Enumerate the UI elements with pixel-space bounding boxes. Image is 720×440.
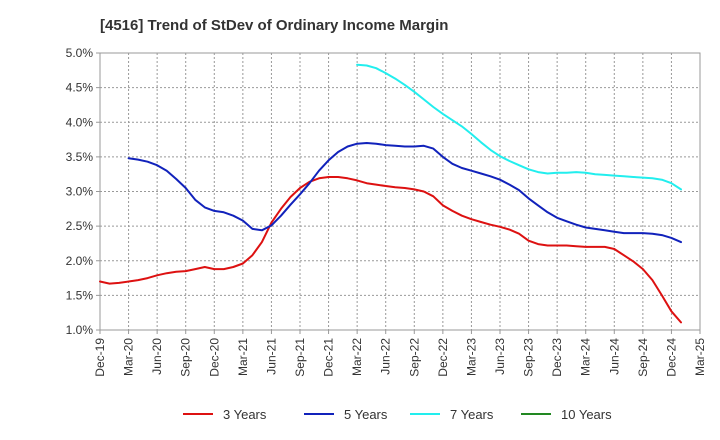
x-tick-label: Dec-20 [207,338,221,377]
grid [100,53,700,330]
x-tick-label: Dec-19 [93,338,107,377]
y-tick-label: 4.5% [66,81,94,95]
x-tick-label: Dec-21 [322,338,336,377]
x-tick-label: Sep-21 [293,338,307,377]
legend-label: 10 Years [561,407,612,422]
y-tick-label: 1.5% [66,288,94,302]
y-tick-label: 2.5% [66,219,94,233]
x-tick-label: Dec-23 [550,338,564,377]
y-tick-label: 3.5% [66,150,94,164]
x-tick-label: Sep-20 [179,338,193,377]
x-tick-label: Jun-22 [379,338,393,375]
series-line-3-years [99,176,682,324]
x-tick-label: Mar-25 [693,338,707,376]
y-tick-label: 1.0% [66,323,94,337]
x-tick-label: Dec-24 [664,338,678,377]
y-axis-ticks: 1.0% 1.5% 2.0% 2.5% 3.0% 3.5% 4.0% 4.5% 5.0% [66,46,100,337]
x-tick-label: Sep-22 [407,338,421,377]
legend-label: 5 Years [344,407,388,422]
x-tick-label: Mar-22 [350,338,364,376]
x-tick-label: Mar-20 [122,338,136,376]
x-tick-label: Jun-20 [150,338,164,375]
x-tick-label: Mar-23 [464,338,478,376]
x-tick-label: Jun-24 [607,338,621,375]
x-tick-label: Jun-21 [264,338,278,375]
legend: 3 Years 5 Years 7 Years 10 Years [183,407,612,422]
chart-title: [4516] Trend of StDev of Ordinary Income… [100,17,448,34]
series-line-7-years [356,63,682,191]
legend-label: 7 Years [450,407,494,422]
y-tick-label: 3.0% [66,185,94,199]
y-tick-label: 5.0% [66,46,94,60]
x-tick-label: Mar-24 [579,338,593,376]
x-tick-label: Sep-23 [522,338,536,377]
y-tick-label: 4.0% [66,115,94,129]
x-tick-label: Dec-22 [436,338,450,377]
series-line-5-years [127,142,682,244]
x-axis-ticks: Dec-19 Mar-20 Jun-20 Sep-20 Dec-20 Mar-21 Jun-… [93,330,707,377]
x-tick-label: Sep-24 [636,338,650,377]
y-tick-label: 2.0% [66,254,94,268]
x-tick-label: Mar-21 [236,338,250,376]
series-group [99,63,682,324]
legend-label: 3 Years [223,407,267,422]
x-tick-label: Jun-23 [493,338,507,375]
